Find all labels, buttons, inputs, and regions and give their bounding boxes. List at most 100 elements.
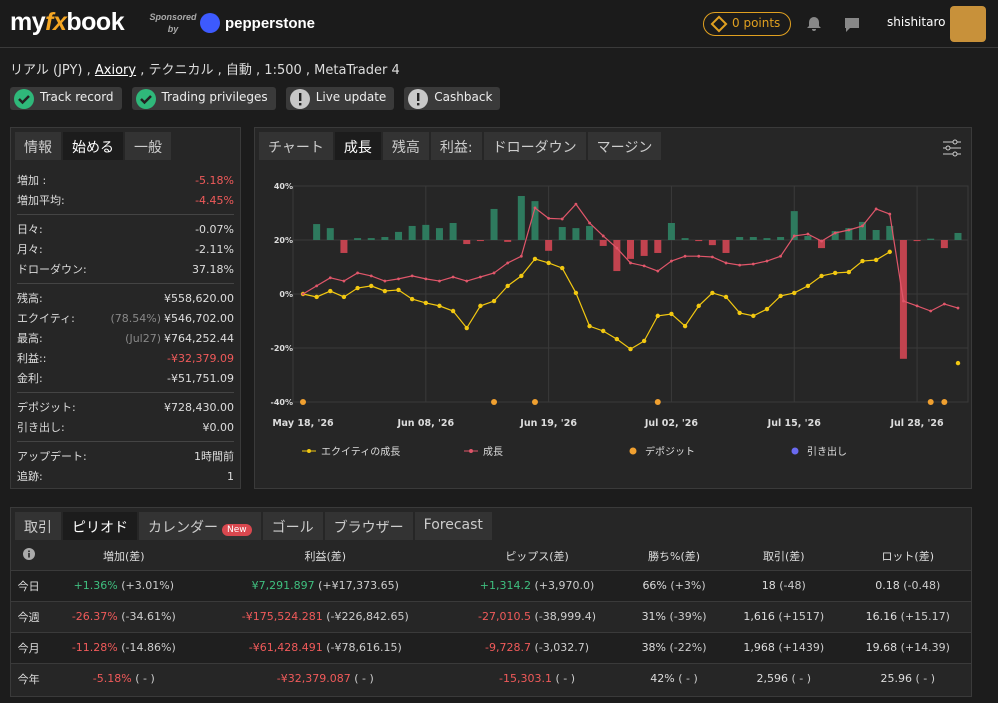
cell-value: 1,616 (743, 610, 775, 623)
bar (313, 224, 321, 240)
badge-icon (289, 89, 310, 109)
stat-row: ドローダウン: 37.18% (17, 259, 234, 279)
data-point (464, 325, 469, 331)
data-point (369, 274, 373, 278)
data-point (383, 279, 387, 283)
status-badge[interactable]: Live update (285, 87, 395, 110)
data-point (382, 288, 388, 294)
tab[interactable]: 一般 (125, 132, 171, 160)
event-marker (300, 399, 306, 405)
tab[interactable]: チャート (259, 132, 333, 160)
bar (872, 230, 880, 240)
avatar[interactable] (950, 6, 986, 42)
data-point (533, 206, 537, 210)
stat-row: 引き出し: ¥0.00 (17, 417, 234, 437)
data-point (492, 271, 496, 275)
cell-value: 18 (761, 579, 776, 592)
stat-value-wrap: -¥51,751.09 (167, 372, 234, 385)
tab[interactable]: 取引 (15, 512, 61, 540)
username[interactable]: shishitaro (887, 15, 946, 29)
info-icon (22, 548, 35, 561)
data-point (710, 255, 714, 259)
bar (558, 227, 566, 240)
tab[interactable]: Forecast (414, 512, 492, 540)
data-point (765, 259, 769, 263)
tab[interactable]: マージン (587, 132, 662, 160)
tab[interactable]: ゴール (262, 512, 323, 540)
cell-value: -¥61,428.491 (248, 641, 323, 654)
event-marker (491, 399, 498, 405)
tab[interactable]: 情報 (15, 132, 61, 160)
tab[interactable]: 成長 (334, 132, 381, 160)
data-point (751, 262, 755, 266)
stat-row: デポジット: ¥728,430.00 (17, 397, 234, 417)
data-point (601, 328, 606, 334)
tab-label: ピリオド (72, 520, 128, 536)
tab-label: 成長 (343, 140, 372, 156)
table-cell: -11.28% (-14.86%) (46, 631, 202, 663)
bar (736, 237, 744, 240)
stat-label: 日々: (17, 223, 43, 236)
data-point (847, 228, 851, 232)
stat-value: -0.07% (195, 222, 234, 236)
data-point (805, 283, 811, 289)
cell-value: 1,968 (743, 641, 775, 654)
data-point (846, 269, 852, 275)
stat-label: 増加平均: (17, 194, 65, 207)
x-tick-label: Jun 08, '26 (396, 418, 454, 429)
data-point (792, 234, 796, 238)
stat-value: -¥32,379.09 (167, 351, 234, 365)
tab[interactable]: 利益: (430, 132, 482, 160)
data-point (902, 299, 905, 303)
status-badge[interactable]: Cashback (404, 87, 501, 110)
data-point (409, 296, 415, 302)
data-point (369, 283, 374, 289)
data-point (614, 336, 620, 342)
settings-icon[interactable] (943, 139, 961, 157)
data-point (519, 254, 523, 258)
tab[interactable]: 残高 (382, 132, 429, 160)
tab-label: 残高 (391, 140, 420, 156)
legend-dot (629, 447, 637, 455)
data-point (696, 303, 701, 309)
tab[interactable]: ピリオド (63, 512, 137, 540)
table-row: 今日 +1.36% (+3.01%) ¥7,291.897 (+¥17,373.65… (11, 569, 971, 601)
data-point (669, 311, 674, 317)
stats-panel: 情報 始める 一般 増加 : -5.18% 増加平均: -4.45% 日々: -0.07% 月々… (10, 127, 241, 489)
status-badge[interactable]: Track record (10, 87, 122, 110)
bell-icon[interactable] (806, 16, 822, 32)
data-point (491, 298, 497, 304)
tab-label: Forecast (423, 517, 483, 533)
chat-icon[interactable] (843, 17, 861, 33)
table-cell: -¥175,524.281 (-¥226,842.65) (201, 600, 450, 632)
stat-label: 増加 : (17, 174, 47, 187)
stat-value-wrap: ¥0.00 (203, 421, 235, 434)
stat-value-wrap: -0.07% (195, 223, 234, 236)
badge-icon (408, 89, 429, 109)
logo-part: book (66, 8, 125, 36)
sponsor[interactable]: pepperstone (200, 13, 315, 33)
tab[interactable]: ドローダウン (483, 132, 586, 160)
broker-link[interactable]: Axiory (94, 63, 137, 78)
logo[interactable]: myfxbook (10, 8, 125, 37)
data-point (478, 303, 483, 309)
table-cell: 0.18 (-0.48) (844, 569, 971, 601)
table-row: 今週 -26.37% (-34.61%) -¥175,524.281 (-¥226,… (11, 600, 971, 632)
stat-row: アップデート: 1時間前 (17, 446, 234, 466)
tab[interactable]: カレンダー New (139, 512, 261, 540)
data-point (478, 275, 482, 279)
stat-label: 利益:: (17, 352, 47, 365)
data-point (792, 290, 797, 296)
cell-value: -11.28% (71, 641, 118, 654)
bar (599, 240, 607, 246)
tab[interactable]: ブラウザー (324, 512, 413, 540)
table-cell: -15,303.1 ( - ) (449, 662, 625, 694)
status-badge[interactable]: Trading privileges (131, 87, 276, 110)
data-point (820, 239, 823, 243)
tab[interactable]: 始める (63, 132, 123, 160)
cell-diff: (-39%) (669, 610, 707, 623)
data-point (860, 258, 865, 264)
points-button[interactable]: 0 points (703, 12, 792, 36)
